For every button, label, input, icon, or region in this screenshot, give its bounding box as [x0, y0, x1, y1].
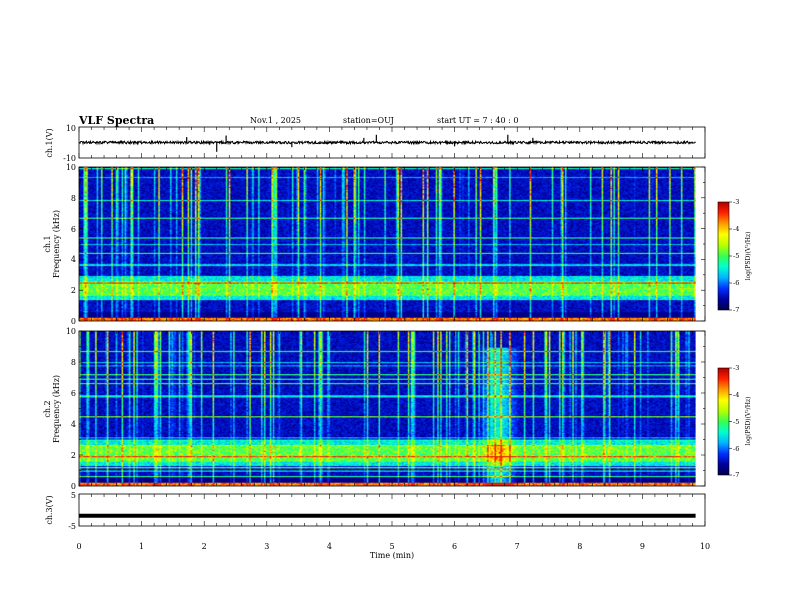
ch2-freq-tick-2: 2: [71, 451, 76, 460]
time-tick-4: 4: [327, 542, 332, 551]
ch1-ylabel: ch.1(V): [45, 128, 54, 157]
time-axis-title: Time (min): [370, 551, 414, 560]
ch3-ylabel: ch.3(V): [45, 495, 54, 524]
ch1-cb-tick-minus6: -6: [733, 279, 739, 287]
ch1-ylabel-frequency: Frequency (kHz): [52, 210, 61, 278]
ch1-frequency-ticks: [79, 166, 705, 322]
ch1-colorbar: [717, 201, 730, 311]
time-axis-labels: 0 1 2 3 4 5 6 7 8 9 10: [76, 542, 710, 551]
ch1-spikes: [186, 134, 534, 152]
time-tick-10: 10: [700, 542, 710, 551]
ch1-freq-tick-8: 8: [71, 194, 76, 203]
ch2-freq-tick-4: 4: [71, 420, 76, 429]
ch1-ylabel-channel: ch.1: [43, 235, 52, 252]
ch1-cb-tick-minus7: -7: [733, 306, 739, 314]
ch2-spectrogram-image: [79, 331, 696, 486]
ch3-ytick-top: 5: [71, 491, 76, 500]
ch2-cb-tick-minus4: -4: [733, 391, 739, 399]
time-tick-6: 6: [452, 542, 457, 551]
ch2-cb-tick-minus5: -5: [733, 418, 739, 426]
ch1-freq-tick-4: 4: [71, 255, 76, 264]
ch1-colorbar-label: log(PSD)(V²/Hz): [745, 232, 752, 281]
ch1-spectrogram-time-ticks: [78, 167, 706, 321]
ch1-spectrogram-image: [79, 167, 696, 321]
time-tick-8: 8: [577, 542, 582, 551]
ch2-cb-tick-minus7: -7: [733, 471, 739, 479]
ch1-freq-tick-0: 0: [71, 317, 76, 326]
ch2-cb-tick-minus6: -6: [733, 445, 739, 453]
chart-title: VLF Spectra: [78, 114, 154, 127]
time-tick-9: 9: [640, 542, 645, 551]
header-station: station=OUJ: [343, 116, 394, 125]
time-tick-2: 2: [202, 542, 207, 551]
ch1-cb-tick-minus5: -5: [733, 252, 739, 260]
ch1-spectrogram-panel: 0 2 4 6 8 10 ch.1 Frequency (kHz) -3 -4 …: [43, 163, 752, 326]
ch1-cb-tick-minus4: -4: [733, 225, 739, 233]
ch2-colorbar-label: log(PSD)(V²/Hz): [745, 397, 752, 446]
ch2-colorbar-ticks: [729, 367, 732, 476]
ch2-freq-tick-0: 0: [71, 482, 76, 491]
time-tick-3: 3: [264, 542, 269, 551]
ch2-cb-tick-minus3: -3: [733, 364, 739, 372]
ch1-freq-tick-10: 10: [66, 163, 76, 172]
ch3-waveform-panel: 5 -5 ch.3(V): [45, 491, 706, 531]
ch3-ytick-bottom: -5: [68, 522, 76, 531]
ch2-spectrogram-panel: 0 2 4 6 8 10 ch.2 Frequency (kHz) -3 -4 …: [43, 327, 752, 491]
ch2-frequency-ticks: [79, 330, 705, 487]
ch1-cb-tick-minus3: -3: [733, 198, 739, 206]
ch3-waveform-time-ticks: [78, 494, 706, 526]
ch2-spectrogram-time-ticks: [78, 331, 706, 486]
time-tick-5: 5: [389, 542, 394, 551]
ch2-colorbar: [717, 367, 730, 476]
ch1-waveform-trace: [78, 139, 696, 146]
time-tick-1: 1: [139, 542, 144, 551]
ch1-freq-tick-6: 6: [71, 225, 76, 234]
ch2-freq-tick-6: 6: [71, 389, 76, 398]
ch1-ytick-top: 10: [66, 124, 76, 133]
ch2-ylabel-channel: ch.2: [43, 400, 52, 417]
ch2-ylabel-frequency: Frequency (kHz): [52, 375, 61, 443]
ch1-ytick-bottom: -10: [63, 154, 76, 163]
time-tick-0: 0: [76, 542, 81, 551]
ch1-freq-tick-2: 2: [71, 286, 76, 295]
ch2-freq-tick-10: 10: [66, 327, 76, 336]
header-date: Nov.1 , 2025: [250, 116, 301, 125]
header-start-ut: start UT = 7 : 40 : 0: [437, 116, 518, 125]
ch1-waveform-panel: 10 -10 ch.1(V): [45, 124, 706, 163]
time-tick-7: 7: [515, 542, 520, 551]
ch1-colorbar-ticks: [729, 201, 732, 311]
ch2-freq-tick-8: 8: [71, 358, 76, 367]
ch1-waveform-time-ticks: [78, 127, 706, 158]
